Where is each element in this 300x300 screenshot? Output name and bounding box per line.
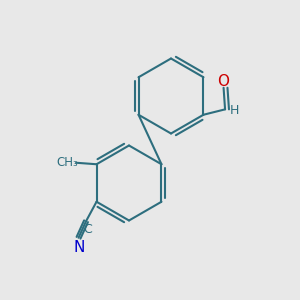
Text: C: C <box>83 223 92 236</box>
Text: H: H <box>230 104 239 117</box>
Text: N: N <box>74 240 85 255</box>
Text: CH₃: CH₃ <box>57 156 79 169</box>
Text: O: O <box>218 74 230 89</box>
